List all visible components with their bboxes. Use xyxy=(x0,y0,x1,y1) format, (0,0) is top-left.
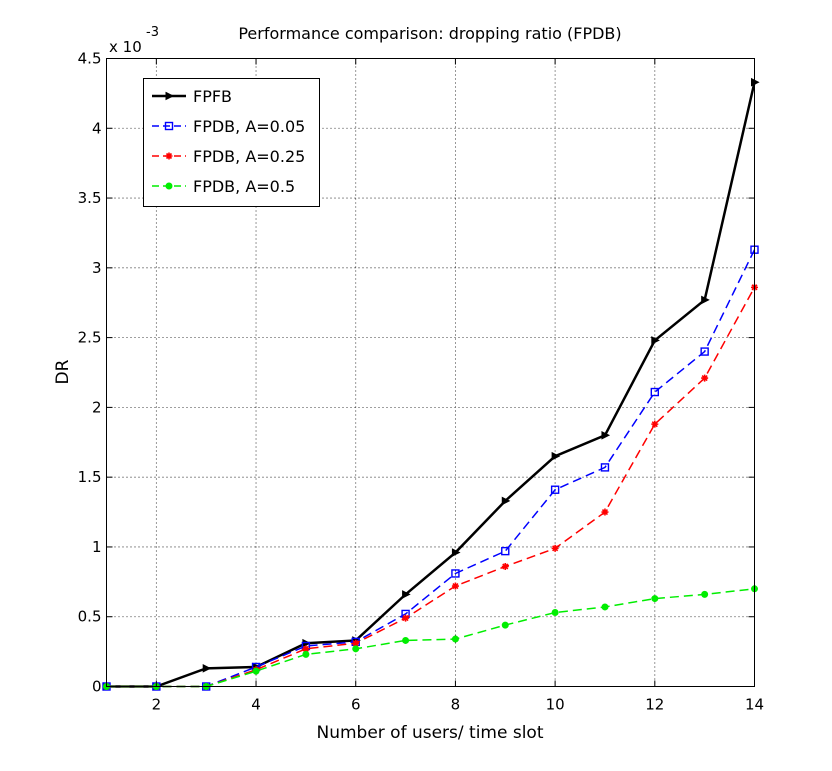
legend-marker xyxy=(165,152,173,160)
series-line xyxy=(106,588,755,688)
y-tick-label: 3.5 xyxy=(78,189,102,207)
series-line xyxy=(106,81,756,688)
data-point xyxy=(600,463,610,472)
x-tick-label: 8 xyxy=(451,696,461,714)
data-point xyxy=(501,546,510,556)
series-line xyxy=(106,249,756,688)
data-point xyxy=(451,569,460,578)
data-point xyxy=(501,496,511,506)
data-point xyxy=(551,609,559,617)
data-point xyxy=(650,387,660,397)
y-tick-label: 0 xyxy=(92,678,102,696)
data-point xyxy=(402,590,411,599)
data-point xyxy=(700,347,709,356)
y-axis-label: DR xyxy=(53,359,73,384)
chart-title: Performance comparison: dropping ratio (… xyxy=(238,24,621,43)
data-point xyxy=(402,636,410,644)
data-point xyxy=(601,430,611,440)
legend-box xyxy=(143,78,320,207)
x-tick-label: 14 xyxy=(745,696,764,714)
data-point xyxy=(302,650,310,658)
legend-label: FPFB xyxy=(193,87,232,106)
legend-item: FPDB, A=0.5 xyxy=(152,177,295,196)
data-point xyxy=(501,621,509,629)
axis-ticks: 2 4 6 8 10 12 14 0 0.5 1 1.5 2 2.5 3 3.5 4 4.5 xyxy=(78,50,764,714)
data-point xyxy=(451,635,459,643)
y-tick-label: 4 xyxy=(92,119,102,137)
x-tick-label: 4 xyxy=(251,696,261,714)
data-point xyxy=(202,664,212,673)
data-point xyxy=(651,595,659,603)
data-point xyxy=(551,544,559,552)
data-point xyxy=(551,451,561,461)
y-tick-label: 3 xyxy=(92,259,102,277)
data-point xyxy=(451,582,459,590)
y-tick-label: 4.5 xyxy=(78,50,102,68)
legend-label: FPDB, A=0.05 xyxy=(193,117,305,136)
data-point xyxy=(352,645,360,653)
data-point xyxy=(352,639,360,647)
legend-item: FPFB xyxy=(152,87,232,106)
legend-item: FPDB, A=0.05 xyxy=(152,117,305,136)
series-line xyxy=(106,287,756,688)
series-3 xyxy=(103,283,758,690)
data-point xyxy=(701,295,710,305)
legend-marker xyxy=(164,121,174,131)
data-point xyxy=(601,508,609,516)
data-point xyxy=(550,485,560,494)
data-point xyxy=(701,374,709,382)
y-tick-label: 0.5 xyxy=(78,608,102,626)
x-tick-label: 12 xyxy=(645,696,664,714)
data-point xyxy=(252,667,260,675)
legend-marker xyxy=(165,182,173,190)
legend-marker xyxy=(165,91,175,101)
x-axis-label: Number of users/ time slot xyxy=(316,723,543,743)
data-point xyxy=(601,603,609,611)
series-2 xyxy=(102,245,759,691)
legend-item: FPDB, A=0.25 xyxy=(152,147,305,166)
legend-label: FPDB, A=0.25 xyxy=(193,147,305,166)
y-tick-label: 2 xyxy=(92,398,102,416)
plot-area xyxy=(106,58,755,687)
x-tick-label: 10 xyxy=(546,696,565,714)
data-point xyxy=(402,614,410,622)
x-tick-label: 2 xyxy=(152,696,162,714)
x-tick-label: 6 xyxy=(351,696,361,714)
data-point xyxy=(451,548,461,557)
data-point xyxy=(651,336,660,345)
y-scale-exponent: -3 xyxy=(146,25,159,40)
y-tick-label: 1.5 xyxy=(78,468,102,486)
data-point xyxy=(302,645,310,653)
legend: FPFB FPDB, A=0.05 FPDB, A=0.25 FPDB, A=0.5 xyxy=(143,78,320,207)
data-point xyxy=(501,562,509,570)
data-point xyxy=(651,420,659,428)
y-tick-label: 2.5 xyxy=(78,329,102,347)
y-scale-base: x 10 xyxy=(109,38,142,56)
legend-items: FPFB FPDB, A=0.05 FPDB, A=0.25 FPDB, A=0.5 xyxy=(152,87,305,196)
y-tick-label: 1 xyxy=(92,538,102,556)
data-point xyxy=(701,590,709,598)
legend-label: FPDB, A=0.5 xyxy=(193,177,295,196)
